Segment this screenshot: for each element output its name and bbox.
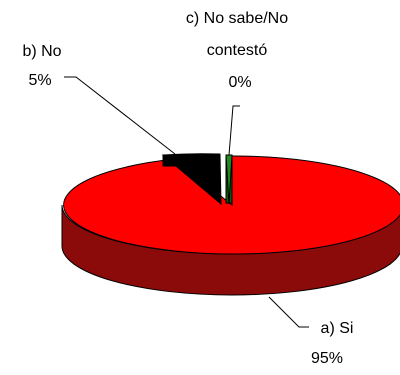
leader-line-nosabe	[228, 105, 240, 156]
slice-no-group	[161, 153, 222, 206]
slice-nosabe-group	[225, 154, 233, 205]
label-nosabe-value: 0%	[228, 74, 251, 91]
label-no-value: 5%	[28, 72, 51, 89]
label-nosabe-line2: contestó	[207, 42, 268, 59]
leader-line-no	[64, 76, 176, 155]
slice-no	[161, 153, 222, 206]
label-nosabe-line1: c) No sabe/No	[186, 10, 288, 27]
label-si-value: 95%	[311, 350, 343, 367]
leader-line-si	[268, 296, 309, 328]
label-si: a) Si	[321, 320, 354, 337]
slice-si	[63, 155, 400, 255]
label-no: b) No	[22, 43, 61, 60]
